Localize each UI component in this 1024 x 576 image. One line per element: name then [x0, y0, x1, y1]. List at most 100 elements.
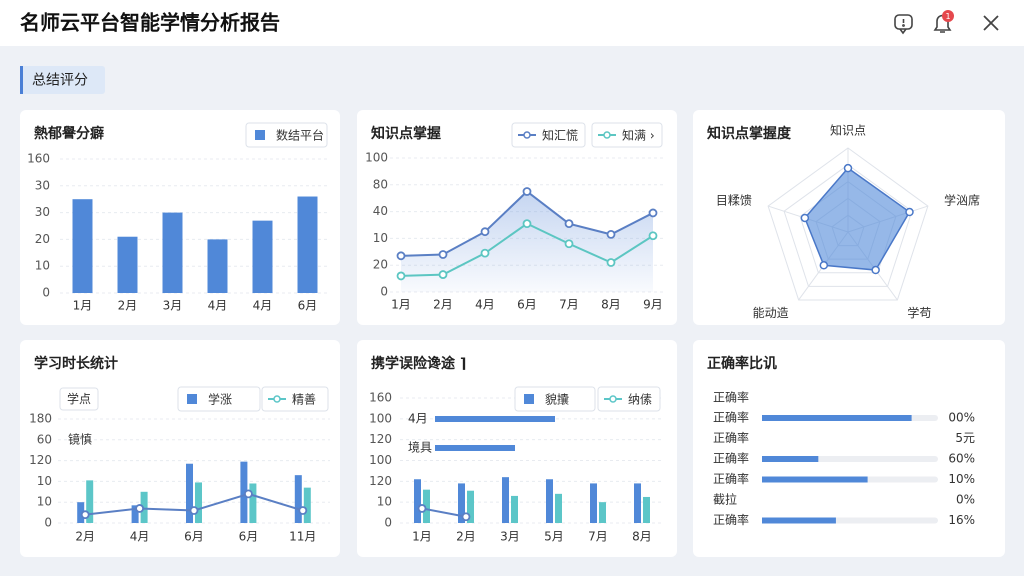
section-accent: [20, 66, 23, 94]
row-label: 正确率: [713, 430, 749, 445]
panel-title: 知识点掌握: [371, 125, 441, 142]
y-tick-label: 180: [29, 412, 52, 426]
y-tick-label: 40: [373, 204, 388, 218]
y-tick-label: 10: [37, 474, 52, 488]
y-tick-label: 10: [37, 495, 52, 509]
point: [480, 248, 490, 258]
hbar-label: 境具: [408, 440, 432, 455]
bar: [207, 239, 228, 293]
area: [401, 191, 653, 292]
y-tick-label: 0: [44, 516, 52, 530]
bar: [303, 487, 311, 523]
legend-label: 貌攮: [545, 392, 569, 407]
y-tick-label: 20: [35, 232, 50, 246]
x-tick-label: 8月: [632, 530, 652, 544]
hbar: [435, 445, 515, 451]
legend-swatch: [524, 394, 534, 404]
x-tick-label: 11月: [289, 530, 316, 544]
point: [396, 271, 406, 281]
y-tick-label: 80: [373, 177, 388, 191]
x-tick-label: 8月: [601, 298, 621, 312]
badge: 1: [945, 12, 950, 21]
bar: [249, 483, 257, 523]
x-tick-label: 6月: [239, 530, 259, 544]
radar-label: 知识点: [830, 124, 866, 138]
point: [298, 506, 308, 515]
y-tick-label: 120: [29, 453, 52, 467]
bar: [590, 483, 597, 523]
y-tick-label: 0: [384, 516, 392, 530]
legend-label: 知汇慌: [542, 129, 578, 143]
row-label: 正确率: [713, 451, 749, 466]
radar-point: [905, 207, 914, 217]
list-header: 正确率: [713, 390, 749, 405]
panel-title: 学习时长统计: [34, 355, 118, 372]
point: [480, 227, 490, 237]
panel: [20, 340, 340, 557]
legend-swatch: [609, 395, 617, 403]
y-tick-label: 20: [373, 258, 388, 272]
radar-point: [800, 213, 810, 223]
panel-title: 熱郁譽分癖: [34, 125, 104, 142]
x-tick-label: 1月: [391, 298, 411, 312]
x-tick-label: 9月: [643, 298, 663, 312]
point: [396, 251, 406, 261]
legend-label: 纳傃: [628, 393, 652, 407]
y-tick-label: 100: [369, 411, 392, 425]
row-value: 60%: [948, 452, 975, 466]
x-tick-label: 6月: [517, 298, 537, 312]
bar: [423, 489, 430, 523]
panel-title: 知识点掌握度: [707, 125, 792, 142]
line: [421, 507, 467, 518]
x-tick-label: 5月: [544, 530, 564, 544]
radar-point: [819, 261, 829, 270]
row-value: 10%: [948, 472, 975, 486]
row-label: 正确率: [713, 512, 749, 527]
hbar-label: 4月: [408, 412, 428, 426]
x-tick-label: 7月: [559, 298, 579, 312]
y-tick-label: 160: [369, 391, 392, 405]
y-tick-label: 0: [42, 286, 50, 300]
bar: [162, 212, 183, 293]
x-tick-label: 6月: [298, 299, 318, 313]
x-tick-label: 1月: [412, 530, 432, 544]
feedback-icon[interactable]: [894, 14, 913, 35]
x-tick-label: 2月: [433, 298, 453, 312]
x-tick-label: 4月: [130, 530, 150, 544]
point: [80, 510, 90, 520]
bar: [634, 483, 641, 523]
bar: [86, 480, 94, 523]
panel: [693, 340, 1005, 557]
row-value: 16%: [948, 513, 975, 527]
y-tick-label: 0: [380, 285, 388, 299]
bar: [599, 502, 606, 523]
x-tick-label: 2月: [456, 530, 476, 544]
hbar: [435, 416, 555, 422]
legend-swatch: [187, 394, 197, 404]
bar: [502, 477, 509, 523]
row-value: 00%: [948, 411, 975, 425]
point: [564, 239, 574, 249]
x-tick-label: 4月: [253, 299, 273, 313]
legend-box: [261, 386, 329, 412]
bar: [195, 482, 202, 523]
progress-bar: [762, 415, 912, 421]
radar-label: 学苟: [907, 305, 931, 320]
progress-bar: [762, 476, 868, 483]
y-tick-label: 120: [369, 432, 392, 446]
page-title: 名师云平台智能学情分析报告: [20, 11, 280, 35]
bar: [546, 479, 553, 523]
radar-ring: [783, 164, 913, 287]
point: [461, 512, 471, 522]
point: [522, 219, 532, 229]
point: [438, 250, 448, 259]
legend-label: 学涨: [208, 392, 232, 407]
row-value: 5元: [955, 431, 975, 445]
progress-bar: [762, 517, 836, 524]
bar: [414, 479, 421, 523]
bar: [77, 502, 85, 523]
legend-label: 知满 ›: [622, 129, 655, 143]
bell-icon[interactable]: 1: [933, 10, 954, 33]
point: [189, 506, 199, 515]
close-icon[interactable]: [983, 15, 999, 31]
